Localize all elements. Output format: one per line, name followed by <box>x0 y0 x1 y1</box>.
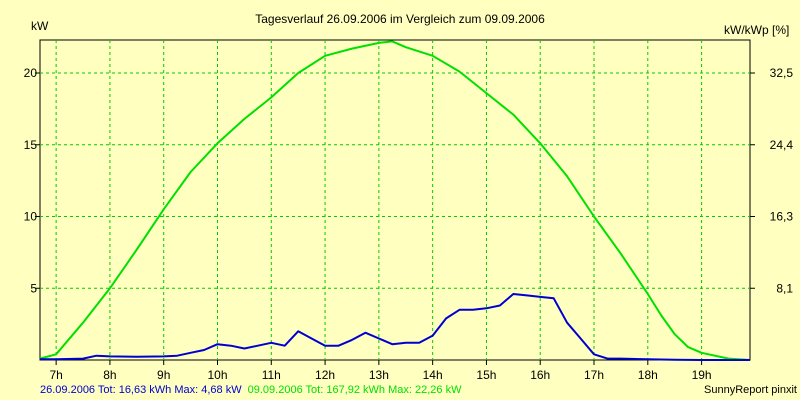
footer-credit: SunnyReport pinxit <box>704 384 797 396</box>
x-tick-label: 17h <box>584 368 604 382</box>
chart-title: Tagesverlauf 26.09.2006 im Vergleich zum… <box>255 12 545 26</box>
y-right-tick-label: 16,3 <box>770 210 794 224</box>
y-axis-left-label: kW <box>31 19 49 33</box>
y-left-tick-label: 20 <box>24 66 38 80</box>
legend-series-1: 26.09.2006 Tot: 16,63 kWh Max: 4,68 kW 0… <box>40 384 462 396</box>
x-tick-label: 8h <box>103 368 116 382</box>
y-axis-right-ticks: 8,1 16,3 24,4 32,5 <box>750 66 793 295</box>
x-tick-label: 10h <box>207 368 227 382</box>
y-axis-left-ticks: 5 10 15 20 <box>24 66 40 295</box>
x-tick-label: 16h <box>530 368 550 382</box>
y-axis-right-label: kW/kWp [%] <box>724 23 789 37</box>
series-line-1 <box>40 293 750 361</box>
x-axis-ticks: 7h 8h 9h 10h 11h 12h 13h 14h 15h 16h 17h 18h 19h <box>49 360 712 382</box>
x-tick-label: 11h <box>262 368 281 382</box>
y-left-tick-label: 10 <box>24 210 38 224</box>
x-tick-label: 14h <box>423 368 443 382</box>
series-line-2 <box>39 40 751 361</box>
y-right-tick-label: 24,4 <box>770 138 794 152</box>
x-tick-label: 19h <box>692 368 712 382</box>
x-tick-label: 15h <box>476 368 496 382</box>
plot-area <box>39 39 751 361</box>
series-group <box>39 40 751 361</box>
x-tick-label: 9h <box>157 368 170 382</box>
x-tick-label: 18h <box>638 368 658 382</box>
x-tick-label: 7h <box>49 368 62 382</box>
x-tick-label: 12h <box>315 368 335 382</box>
y-right-tick-label: 32,5 <box>770 66 794 80</box>
grid <box>40 40 750 360</box>
x-tick-label: 13h <box>369 368 389 382</box>
y-left-tick-label: 15 <box>24 138 38 152</box>
y-left-tick-label: 5 <box>30 281 37 295</box>
y-right-tick-label: 8,1 <box>776 281 793 295</box>
